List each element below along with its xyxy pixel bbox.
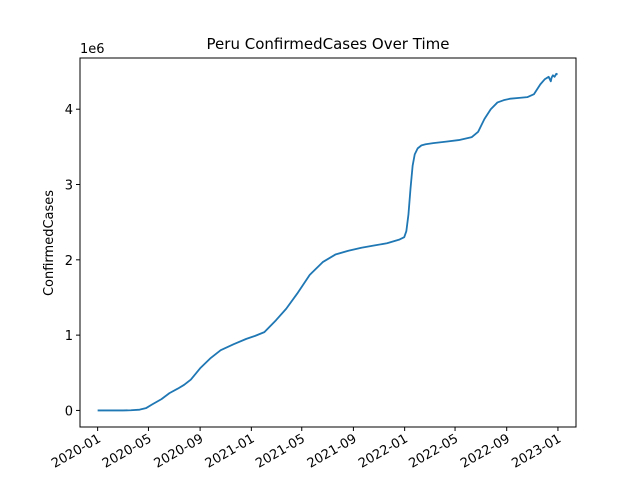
- y-tick-label: 3: [65, 179, 73, 194]
- y-axis-offset-label: 1e6: [80, 42, 105, 57]
- series-line-confirmed-cases: [97, 72, 558, 412]
- y-axis-ticks: 0 1 2 3 4: [65, 103, 80, 419]
- chart-title: Peru ConfirmedCases Over Time: [207, 35, 450, 53]
- y-axis-title: ConfirmedCases: [42, 190, 57, 296]
- y-tick-label: 0: [65, 404, 73, 419]
- y-tick-label: 1: [65, 329, 73, 344]
- plot-area-frame: [79, 57, 577, 428]
- y-tick-label: 4: [65, 103, 73, 118]
- y-tick-label: 2: [65, 254, 73, 269]
